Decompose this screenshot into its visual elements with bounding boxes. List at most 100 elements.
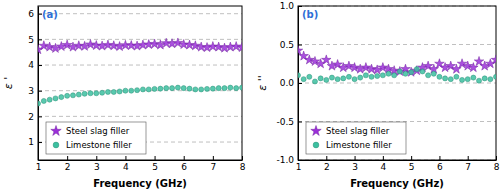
grid (298, 6, 496, 160)
point (228, 85, 233, 90)
legend-marker (51, 125, 61, 135)
point (474, 56, 484, 65)
y-tick-label: 4 (28, 60, 34, 70)
y-tick-label: 1.0 (280, 1, 295, 11)
y-axis-line (38, 7, 39, 161)
legend-marker (53, 142, 59, 148)
y-tick: -1.0 (276, 155, 302, 165)
point (380, 73, 385, 78)
point (358, 75, 363, 80)
point (80, 41, 90, 50)
x-tick-label: 7 (465, 162, 471, 172)
y-tick-mark (38, 142, 42, 143)
x-tick-label: 3 (352, 162, 358, 172)
point (59, 95, 64, 100)
y-tick-label: -1.0 (276, 155, 294, 165)
point (403, 71, 408, 76)
y-tick-label: 0.5 (280, 40, 294, 50)
point (471, 75, 476, 80)
point (335, 77, 340, 82)
point (375, 74, 380, 79)
x-tick: 7 (465, 156, 471, 172)
point (51, 43, 61, 52)
x-tick-mark (326, 156, 327, 160)
point (205, 86, 210, 91)
point (301, 77, 306, 82)
point (437, 74, 442, 79)
y-tick: 4 (28, 60, 42, 70)
x-tick: 8 (240, 156, 246, 172)
point (361, 63, 371, 72)
x-axis-title: Frequency (GHz) (350, 178, 444, 189)
panel-title: (b) (302, 9, 318, 20)
x-tick-label: 8 (240, 162, 246, 172)
legend-marker (313, 142, 319, 148)
point (440, 63, 450, 72)
y-tick: -0.5 (276, 117, 302, 127)
y-tick-mark (298, 83, 302, 84)
point (465, 77, 470, 82)
point (156, 40, 166, 49)
point (47, 97, 52, 102)
x-axis: 12345678 (36, 156, 246, 172)
x-tick-label: 8 (494, 162, 500, 172)
chart-root: 12345678123456(a)Frequency (GHz)ε 'Steel… (0, 0, 500, 191)
point (111, 89, 116, 94)
point (493, 74, 496, 79)
point (305, 55, 315, 64)
point (322, 55, 332, 64)
y-tick-mark (298, 160, 302, 161)
point (352, 77, 357, 82)
point (94, 91, 99, 96)
point (488, 77, 493, 82)
y-tick-label: -0.5 (276, 117, 294, 127)
point (76, 92, 81, 97)
x-tick: 4 (123, 156, 129, 172)
y-axis: 123456 (28, 7, 42, 161)
point (117, 89, 122, 94)
points (38, 38, 242, 106)
point (378, 63, 388, 72)
legend-label: Steel slag filler (326, 126, 390, 136)
x-axis-title: Frequency (GHz) (93, 178, 187, 189)
y-tick-label: 2 (28, 112, 34, 122)
point (324, 77, 329, 82)
y-axis-title: ε '' (256, 75, 269, 91)
point (41, 98, 46, 103)
point (448, 77, 453, 82)
y-tick-mark (38, 91, 42, 92)
x-tick-mark (213, 156, 214, 160)
grid-line (298, 44, 496, 45)
y-tick-mark (298, 6, 302, 7)
point (491, 55, 496, 64)
point (409, 70, 414, 75)
y-tick: 6 (28, 9, 42, 19)
y-tick-mark (298, 45, 302, 46)
point (105, 89, 110, 94)
point (216, 86, 221, 91)
x-tick-label: 6 (437, 162, 443, 172)
x-tick-mark (411, 156, 412, 160)
x-tick-label: 7 (210, 162, 216, 172)
y-tick-label: 1 (28, 137, 34, 147)
point (62, 40, 72, 49)
y-tick-label: 0.0 (280, 78, 295, 88)
point (346, 74, 351, 79)
point (152, 86, 157, 91)
point (341, 76, 346, 81)
grid-line (38, 65, 242, 66)
point (193, 87, 198, 92)
x-axis-line (299, 160, 497, 161)
x-axis-line (39, 160, 243, 161)
point (222, 86, 227, 91)
point (477, 78, 482, 83)
point (298, 73, 301, 78)
y-tick-mark (298, 122, 302, 123)
point (129, 88, 134, 93)
point (187, 86, 192, 91)
grid-line (38, 13, 242, 14)
x-tick-label: 1 (36, 162, 42, 172)
point (318, 76, 323, 81)
x-tick-label: 2 (324, 162, 330, 172)
point (181, 86, 186, 91)
